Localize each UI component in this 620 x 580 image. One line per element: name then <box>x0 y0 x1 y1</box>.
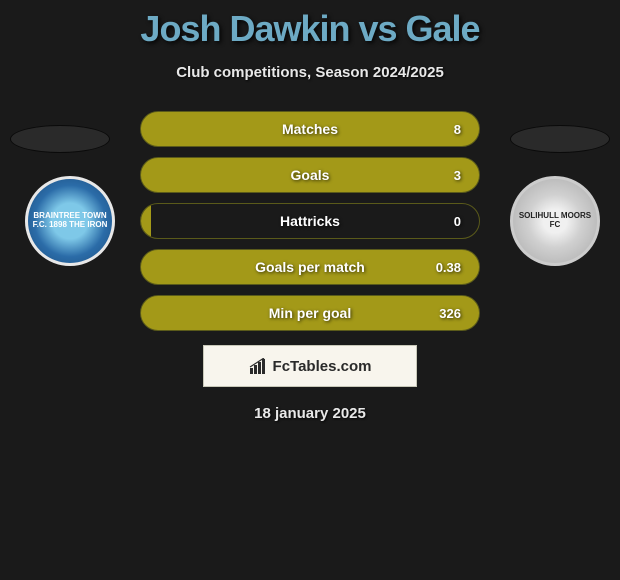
right-player-oval <box>510 125 610 153</box>
stat-label: Hattricks <box>280 213 340 229</box>
chart-bars-icon <box>249 358 269 374</box>
stat-fill <box>141 204 151 238</box>
club-crest-icon: SOLIHULL MOORS FC <box>510 176 600 266</box>
stat-right-value: 8 <box>454 122 461 137</box>
page-title: Josh Dawkin vs Gale <box>0 8 620 50</box>
left-club-crest: BRAINTREE TOWN F.C. 1898 THE IRON <box>25 176 115 266</box>
header: Josh Dawkin vs Gale Club competitions, S… <box>0 0 620 81</box>
stat-row: Min per goal 326 <box>140 295 480 331</box>
stat-right-value: 3 <box>454 168 461 183</box>
stat-right-value: 326 <box>439 306 461 321</box>
stat-row: Matches 8 <box>140 111 480 147</box>
right-club-crest: SOLIHULL MOORS FC <box>510 176 600 266</box>
footer-date: 18 january 2025 <box>0 405 620 422</box>
watermark: FcTables.com <box>203 345 417 387</box>
stat-label: Matches <box>282 121 338 137</box>
stat-row: Goals per match 0.38 <box>140 249 480 285</box>
stat-right-value: 0.38 <box>436 260 461 275</box>
stat-row: Goals 3 <box>140 157 480 193</box>
watermark-text: FcTables.com <box>273 358 372 375</box>
stat-label: Goals per match <box>255 259 365 275</box>
club-crest-icon: BRAINTREE TOWN F.C. 1898 THE IRON <box>25 176 115 266</box>
page-subtitle: Club competitions, Season 2024/2025 <box>0 64 620 81</box>
stat-row: Hattricks 0 <box>140 203 480 239</box>
stat-label: Goals <box>291 167 330 183</box>
stat-right-value: 0 <box>454 214 461 229</box>
stat-label: Min per goal <box>269 305 351 321</box>
left-player-oval <box>10 125 110 153</box>
